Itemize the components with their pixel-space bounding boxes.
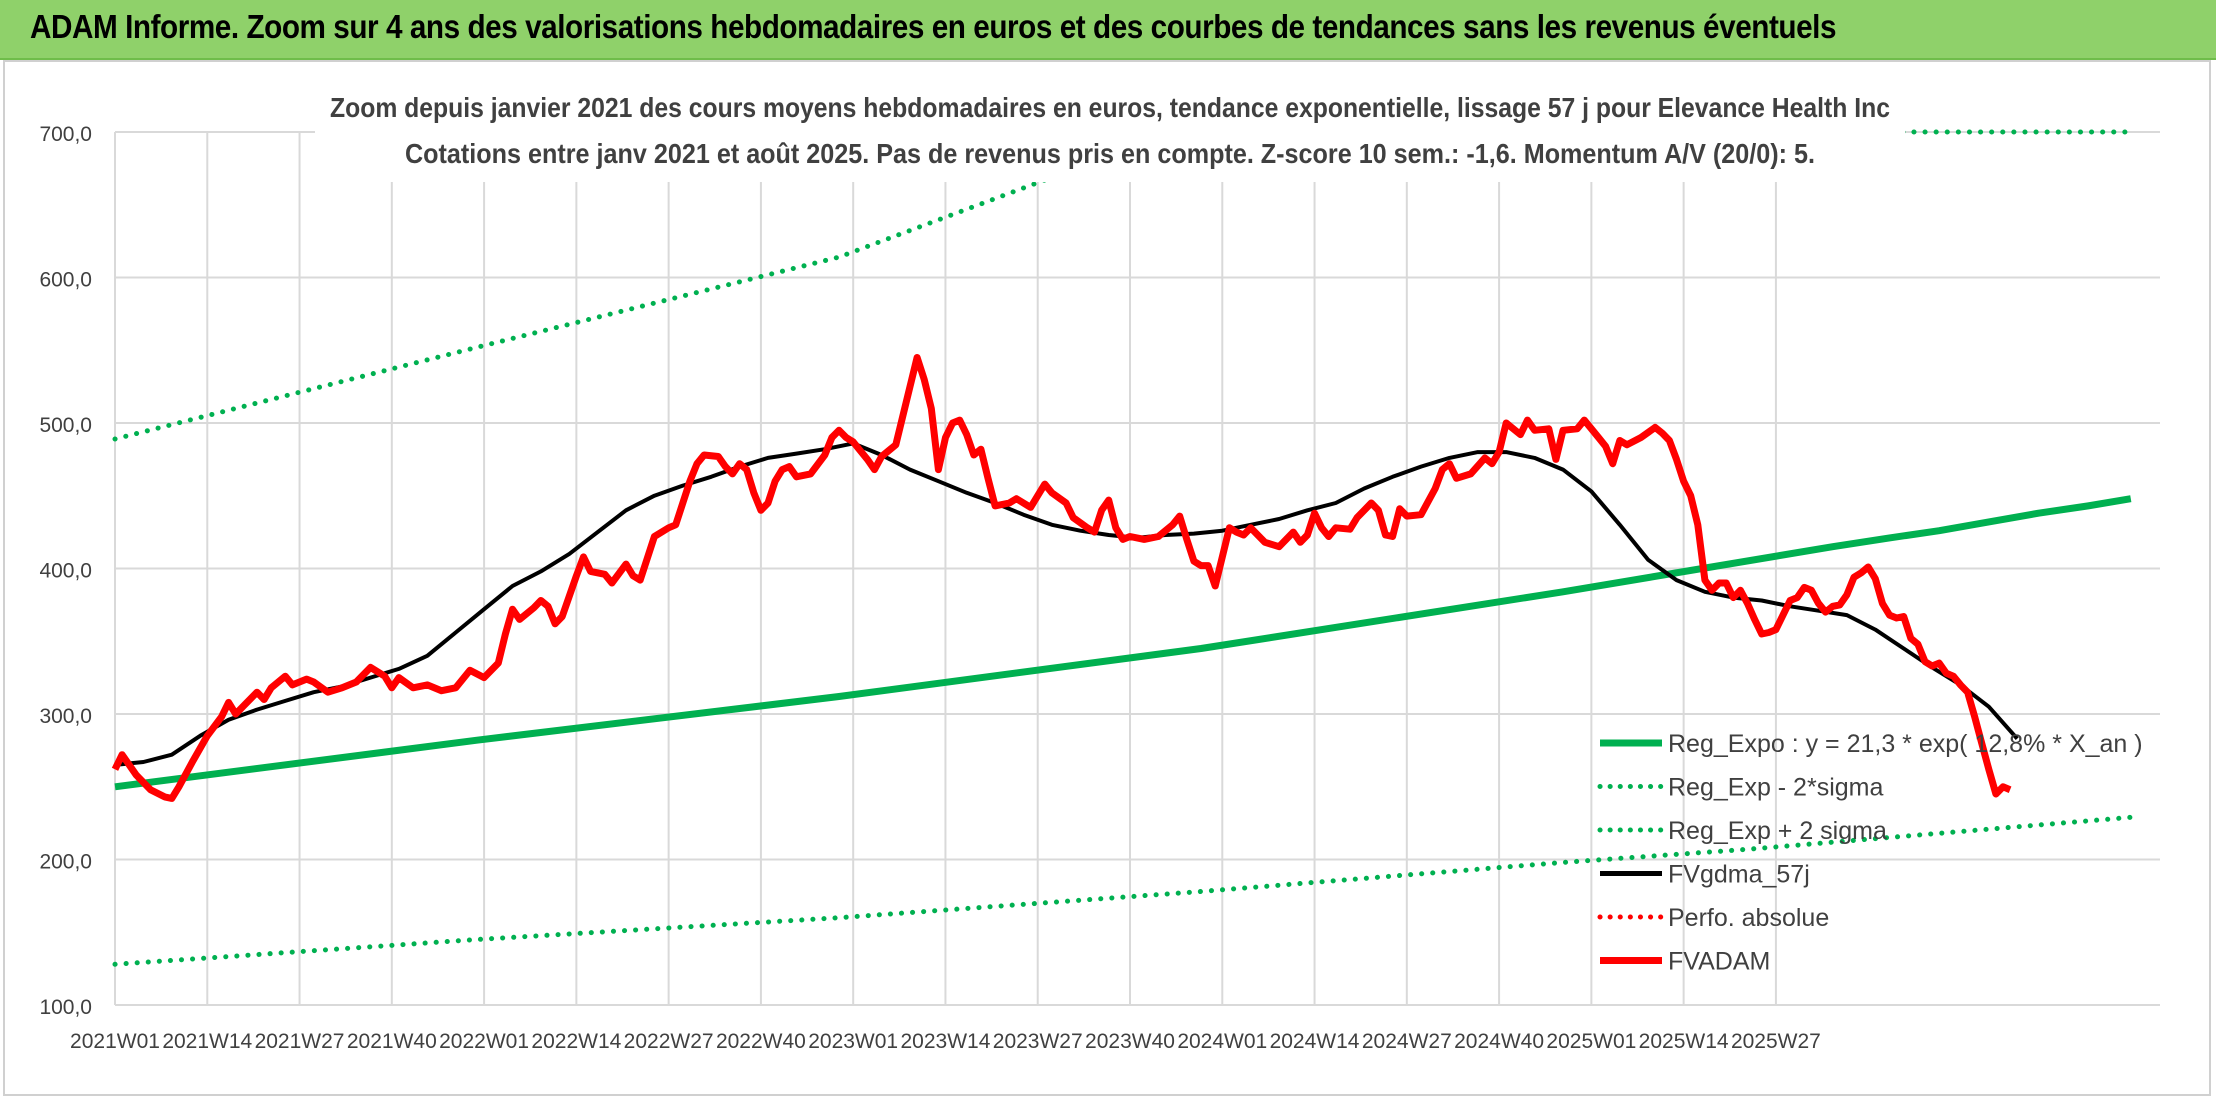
x-tick-label: 2021W40 bbox=[347, 1030, 437, 1053]
x-tick-label: 2021W14 bbox=[162, 1030, 252, 1053]
header-bar: ADAM Informe. Zoom sur 4 ans des valoris… bbox=[0, 0, 2216, 60]
y-tick-label: 300,0 bbox=[39, 705, 92, 728]
legend-label: FVADAM bbox=[1668, 948, 1770, 976]
chart-title-line2: Cotations entre janv 2021 et août 2025. … bbox=[405, 138, 1815, 169]
series-line-0 bbox=[114, 495, 2132, 791]
series-line-5 bbox=[111, 354, 2012, 802]
y-tick-label: 100,0 bbox=[39, 996, 92, 1019]
x-tick-label: 2023W01 bbox=[808, 1030, 898, 1053]
y-tick-label: 500,0 bbox=[39, 414, 92, 437]
x-tick-label: 2023W27 bbox=[993, 1030, 1083, 1053]
x-tick-label: 2025W01 bbox=[1546, 1030, 1636, 1053]
series-lines bbox=[111, 129, 2134, 967]
x-tick-label: 2021W27 bbox=[255, 1030, 345, 1053]
legend-label: Reg_Exp - 2*sigma bbox=[1668, 774, 1883, 802]
x-tick-label: 2022W01 bbox=[439, 1030, 529, 1053]
x-tick-label: 2023W14 bbox=[901, 1030, 991, 1053]
y-tick-label: 400,0 bbox=[39, 560, 92, 583]
x-tick-label: 2023W40 bbox=[1085, 1030, 1175, 1053]
y-tick-label: 200,0 bbox=[39, 851, 92, 874]
x-tick-label: 2025W14 bbox=[1639, 1030, 1729, 1053]
legend-label: Reg_Expo : y = 21,3 * exp( 12,8% * X_an … bbox=[1668, 730, 2143, 758]
x-axis: 2021W01 2021W14 2021W27 2021W40 2022W01 2022W… bbox=[70, 1030, 1821, 1053]
x-tick-label: 2021W01 bbox=[70, 1030, 160, 1053]
legend-label: Perfo. absolue bbox=[1668, 904, 1829, 932]
y-tick-label: 600,0 bbox=[39, 269, 92, 292]
x-tick-label: 2024W01 bbox=[1177, 1030, 1267, 1053]
x-tick-label: 2024W27 bbox=[1362, 1030, 1452, 1053]
series-line-2 bbox=[112, 129, 2134, 442]
title-background bbox=[315, 82, 1905, 182]
legend: Reg_Expo : y = 21,3 * exp( 12,8% * X_an … bbox=[1597, 730, 2143, 976]
x-tick-label: 2024W40 bbox=[1454, 1030, 1544, 1053]
legend-label: FVgdma_57j bbox=[1668, 861, 1810, 889]
gridlines bbox=[114, 131, 2160, 1006]
chart-title-line1: Zoom depuis janvier 2021 des cours moyen… bbox=[330, 92, 1890, 123]
x-tick-label: 2024W14 bbox=[1270, 1030, 1360, 1053]
series-line-1 bbox=[112, 814, 2134, 967]
x-tick-label: 2022W14 bbox=[531, 1030, 621, 1053]
x-tick-label: 2025W27 bbox=[1731, 1030, 1821, 1053]
report-title: ADAM Informe. Zoom sur 4 ans des valoris… bbox=[30, 8, 1837, 45]
x-tick-label: 2022W40 bbox=[716, 1030, 806, 1053]
y-axis: 100,0 200,0 300,0 400,0 500,0 600,0 700,0 bbox=[39, 123, 92, 1019]
series-line-3 bbox=[114, 441, 2019, 767]
chart-frame bbox=[3, 60, 2211, 1096]
y-tick-label: 700,0 bbox=[39, 123, 92, 146]
x-tick-label: 2022W27 bbox=[624, 1030, 714, 1053]
legend-label: Reg_Exp + 2 sigma bbox=[1668, 817, 1887, 845]
